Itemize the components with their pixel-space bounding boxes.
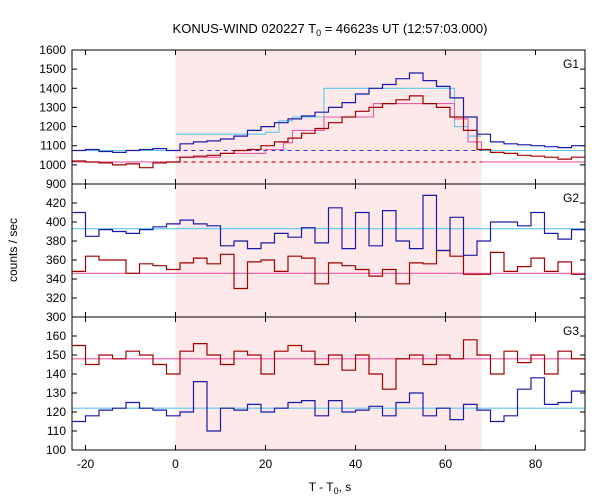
x-axis-label-rest: , s (339, 480, 352, 494)
x-tick-label: 40 (349, 457, 363, 471)
panels-group: 9001000110012001300140015001600G13003203… (39, 43, 586, 457)
x-axis-label-main: T - T (309, 480, 335, 494)
panel-label: G2 (563, 191, 579, 205)
x-tick-group: -20 0 20 40 60 80 (77, 457, 543, 471)
y-tick-label: 400 (46, 215, 66, 229)
red-burst-model (175, 103, 483, 158)
y-tick-label: 1200 (39, 120, 66, 134)
red-series-line (72, 95, 585, 169)
y-tick-label: 150 (46, 348, 66, 362)
chart-title-subscript: 0 (316, 28, 321, 38)
y-tick-label: 130 (46, 386, 66, 400)
panel-frame (71, 316, 586, 451)
panel-g3: 100 110 120 130 140 150 160 G3 (46, 316, 586, 457)
chart-title-rest: = 46623s UT (12:57:03.000) (321, 21, 487, 36)
chart-title: KONUS-WIND 020227 T0 = 46623s UT (12:57:… (173, 21, 488, 38)
blue-series-line (72, 194, 585, 256)
x-tick-label: 80 (529, 457, 543, 471)
blue-series-line (72, 377, 585, 432)
blue-series-line (72, 72, 585, 153)
x-tick-label: -20 (77, 457, 95, 471)
y-tick-label: 360 (46, 253, 66, 267)
y-tick-label: 110 (47, 424, 66, 438)
chart-title-main: KONUS-WIND 020227 T (173, 21, 317, 36)
y-tick-label: 900 (46, 177, 66, 191)
x-tick-label: 60 (439, 457, 453, 471)
x-tick-label: 20 (259, 457, 273, 471)
y-tick-label: 1400 (39, 81, 66, 95)
panel-g2: 300 320 340 360 380 400 420 G2 (46, 183, 586, 324)
panel-label: G1 (563, 57, 579, 71)
y-tick-label: 320 (46, 291, 66, 305)
y-tick-label: 340 (46, 272, 66, 286)
y-tick-label: 1300 (39, 100, 66, 114)
red-series-line (72, 249, 585, 290)
y-tick-label: 1600 (39, 43, 66, 57)
y-tick-label: 420 (46, 196, 66, 210)
red-series-line (72, 339, 585, 390)
y-axis-label: counts / sec (6, 218, 20, 282)
x-tick-label: 0 (172, 457, 179, 471)
y-tick-label: 300 (46, 310, 66, 324)
y-tick-label: 1500 (39, 62, 66, 76)
panel-label: G3 (563, 324, 579, 338)
y-tick-label: 1100 (40, 139, 66, 153)
x-axis-label-subscript: 0 (334, 486, 339, 496)
y-tick-label: 140 (46, 367, 66, 381)
y-tick-label: 160 (46, 329, 66, 343)
y-tick-label: 100 (46, 443, 66, 457)
panel-g1: 900 1000 1100 1200 1300 1400 1500 1600 G1 (39, 43, 586, 191)
x-axis-label: T - T0, s (309, 480, 352, 496)
y-tick-label: 380 (46, 234, 66, 248)
y-tick-label: 120 (46, 405, 66, 419)
y-tick-label: 1000 (39, 158, 66, 172)
